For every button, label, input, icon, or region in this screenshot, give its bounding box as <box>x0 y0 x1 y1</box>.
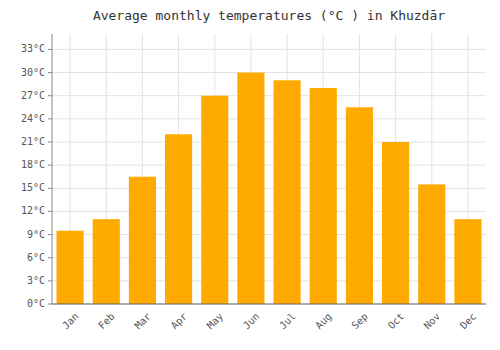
y-tick-label: 21°C <box>21 136 45 147</box>
y-tick-label: 33°C <box>21 43 45 54</box>
x-tick-label: Aug <box>313 311 334 332</box>
y-grid-line <box>52 304 486 305</box>
y-tick <box>48 142 52 143</box>
bar <box>129 177 156 304</box>
y-tick <box>48 211 52 212</box>
y-tick-label: 30°C <box>21 67 45 78</box>
y-grid-line <box>52 72 486 73</box>
y-grid-line <box>52 95 486 96</box>
y-tick <box>48 95 52 96</box>
y-tick-label: 3°C <box>27 275 45 286</box>
y-grid-line <box>52 165 486 166</box>
x-tick-label: Dec <box>458 311 479 332</box>
y-grid-line <box>52 142 486 143</box>
bar <box>418 184 445 304</box>
bar <box>454 219 481 304</box>
bar <box>310 88 337 304</box>
bar <box>93 219 120 304</box>
bar <box>237 73 264 304</box>
y-tick <box>48 118 52 119</box>
y-tick <box>48 304 52 305</box>
bars <box>57 73 482 304</box>
y-tick-label: 24°C <box>21 113 45 124</box>
y-tick-label: 15°C <box>21 182 45 193</box>
chart: 0°C 3°C 6°C 9°C 12°C 15°C 18°C 21°C 24°C 27°C 30°C… <box>0 0 500 350</box>
y-tick <box>48 165 52 166</box>
x-tick-label: Jun <box>241 311 262 332</box>
x-tick-label: Feb <box>96 311 117 332</box>
x-tick-label: May <box>205 311 226 332</box>
y-tick-label: 27°C <box>21 90 45 101</box>
bar <box>346 107 373 304</box>
bar <box>382 142 409 304</box>
bar <box>274 80 301 304</box>
y-tick-label: 6°C <box>27 252 45 263</box>
y-tick <box>48 234 52 235</box>
x-tick-label: Jul <box>277 311 298 332</box>
x-tick-label: Apr <box>169 311 190 332</box>
y-tick-label: 12°C <box>21 205 45 216</box>
y-tick-label: 0°C <box>27 298 45 309</box>
y-tick <box>48 72 52 73</box>
x-tick-label: Sep <box>349 311 370 332</box>
x-tick-label: Oct <box>386 311 407 332</box>
y-tick <box>48 280 52 281</box>
title: Average monthly temperatures (°C ) in Kh… <box>93 8 445 23</box>
bar <box>201 96 228 304</box>
y-tick <box>48 49 52 50</box>
bar <box>165 134 192 304</box>
y-axis-line <box>52 34 53 304</box>
y-tick-label: 18°C <box>21 159 45 170</box>
grid <box>52 34 486 304</box>
chart-container: 0°C 3°C 6°C 9°C 12°C 15°C 18°C 21°C 24°C 27°C 30°C… <box>0 0 500 350</box>
x-axis-line <box>52 304 486 305</box>
x-tick-label: Jan <box>60 311 81 332</box>
x-tick-label: Nov <box>422 311 443 332</box>
y-grid-line <box>52 49 486 50</box>
y-tick <box>48 188 52 189</box>
y-grid-line <box>52 118 486 119</box>
y-tick <box>48 257 52 258</box>
x-tick-label: Mar <box>132 311 153 332</box>
bar <box>57 231 84 304</box>
axes: 0°C 3°C 6°C 9°C 12°C 15°C 18°C 21°C 24°C 27°C 30°C… <box>21 34 486 331</box>
y-tick-label: 9°C <box>27 229 45 240</box>
